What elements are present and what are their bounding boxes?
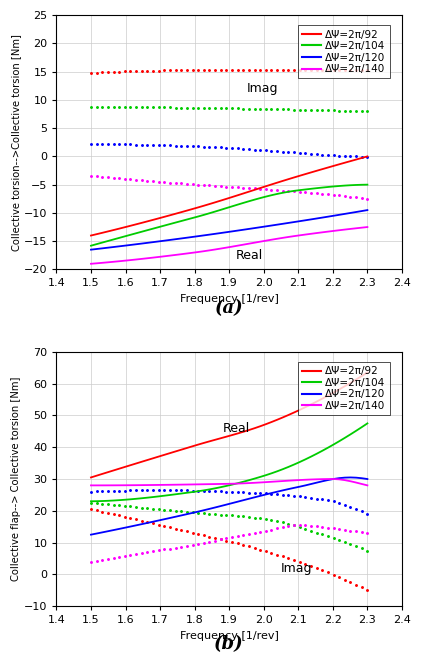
Legend: ΔΨ=2π/92, ΔΨ=2π/104, ΔΨ=2π/120, ΔΨ=2π/140: ΔΨ=2π/92, ΔΨ=2π/104, ΔΨ=2π/120, ΔΨ=2π/14… (298, 25, 390, 79)
Y-axis label: Collective flap--> Collective torsion [Nm]: Collective flap--> Collective torsion [N… (11, 377, 21, 581)
Text: Imag: Imag (281, 562, 313, 574)
Y-axis label: Collective torsion-->Collective torsion [Nm]: Collective torsion-->Collective torsion … (11, 34, 21, 251)
Text: Imag: Imag (246, 82, 278, 95)
X-axis label: Frequency [1/rev]: Frequency [1/rev] (180, 631, 279, 641)
Text: Real: Real (222, 422, 249, 435)
Text: Real: Real (236, 249, 263, 262)
Text: (b): (b) (214, 635, 244, 653)
Legend: ΔΨ=2π/92, ΔΨ=2π/104, ΔΨ=2π/120, ΔΨ=2π/140: ΔΨ=2π/92, ΔΨ=2π/104, ΔΨ=2π/120, ΔΨ=2π/14… (298, 362, 390, 415)
Text: (a): (a) (215, 299, 243, 317)
X-axis label: Frequency [1/rev]: Frequency [1/rev] (180, 294, 279, 304)
